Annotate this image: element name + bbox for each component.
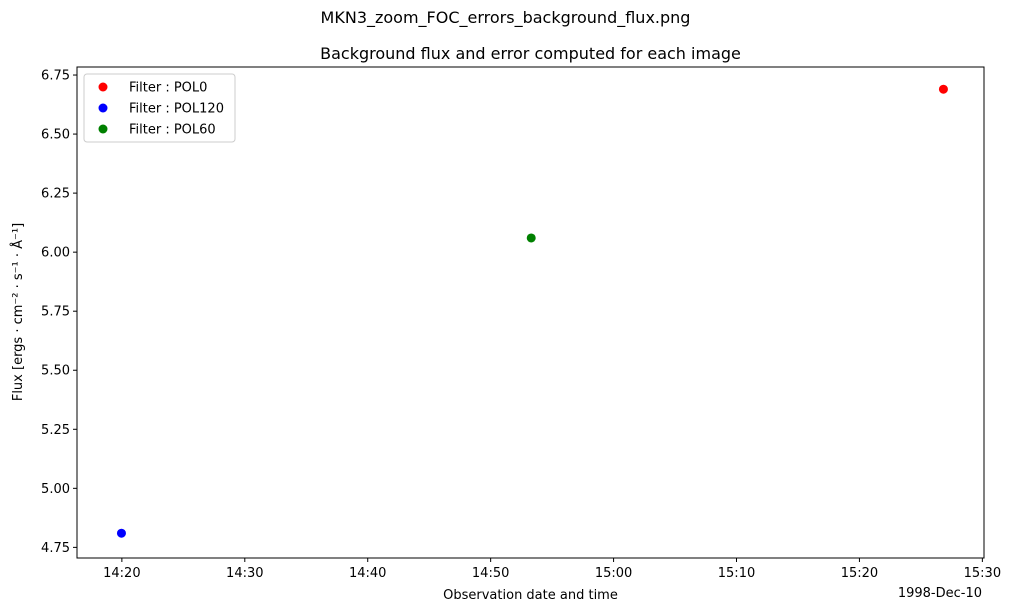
legend-label: Filter : POL120 xyxy=(129,102,224,117)
legend-label: Filter : POL0 xyxy=(129,81,207,96)
x-tick-label: 14:50 xyxy=(472,566,509,581)
legend: Filter : POL0 Filter : POL120 Filter : POL… xyxy=(83,73,236,143)
chart-title: Background flux and error computed for e… xyxy=(320,44,741,63)
x-tick-label: 14:40 xyxy=(349,566,386,581)
x-axis-offset-label: 1998-Dec-10 xyxy=(898,586,982,601)
y-tick-label: 5.50 xyxy=(41,364,70,379)
x-tick-label: 15:10 xyxy=(718,566,755,581)
legend-box xyxy=(83,73,236,143)
x-axis: 14:20 14:30 14:40 14:50 15:00 15:10 15:20 15:30 xyxy=(103,558,1001,581)
data-point-series-0 xyxy=(938,84,948,94)
y-axis-label: Flux [ergs · cm⁻² · s⁻¹ · Å⁻¹] xyxy=(10,223,26,401)
legend-marker xyxy=(98,82,108,92)
x-tick-label: 14:20 xyxy=(103,566,140,581)
y-tick-label: 5.25 xyxy=(41,423,70,438)
y-tick-label: 6.50 xyxy=(41,128,70,143)
legend-marker xyxy=(98,103,108,113)
y-tick-label: 5.00 xyxy=(41,482,70,497)
x-tick-label: 15:30 xyxy=(964,566,1001,581)
y-tick-label: 5.75 xyxy=(41,305,70,320)
y-tick-label: 4.75 xyxy=(41,541,70,556)
y-axis: 4.75 5.00 5.25 5.50 5.75 6.00 6.25 6.50 6.75 xyxy=(41,69,77,556)
x-tick-label: 15:00 xyxy=(595,566,632,581)
data-points xyxy=(116,84,948,538)
y-tick-label: 6.25 xyxy=(41,187,70,202)
x-tick-label: 15:20 xyxy=(841,566,878,581)
plot-area xyxy=(76,66,985,559)
x-axis-label: Observation date and time xyxy=(443,588,618,603)
legend-marker xyxy=(98,124,108,134)
y-tick-label: 6.00 xyxy=(41,246,70,261)
figure-suptitle: MKN3_zoom_FOC_errors_background_flux.png xyxy=(321,8,691,28)
y-tick-label: 6.75 xyxy=(41,69,70,84)
data-point-series-2 xyxy=(526,233,536,243)
x-tick-label: 14:30 xyxy=(226,566,263,581)
legend-label: Filter : POL60 xyxy=(129,123,216,138)
data-point-series-1 xyxy=(116,528,126,538)
